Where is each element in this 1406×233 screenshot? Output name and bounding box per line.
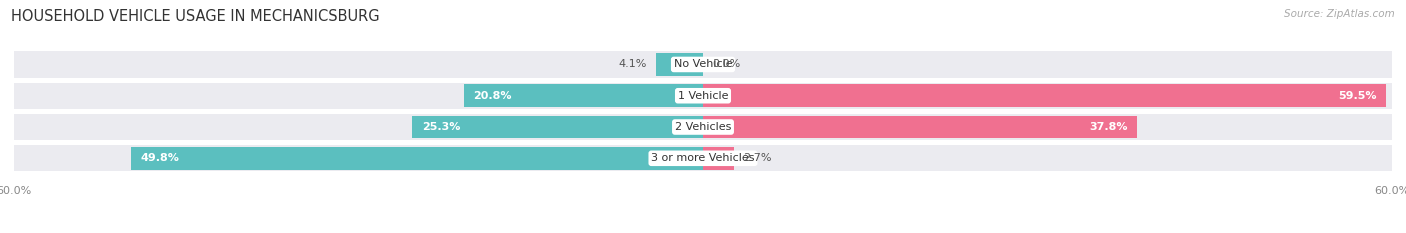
Bar — [657, 53, 703, 76]
Text: 2.7%: 2.7% — [744, 153, 772, 163]
Text: 37.8%: 37.8% — [1090, 122, 1128, 132]
Text: HOUSEHOLD VEHICLE USAGE IN MECHANICSBURG: HOUSEHOLD VEHICLE USAGE IN MECHANICSBURG — [11, 9, 380, 24]
Bar — [464, 85, 703, 107]
Bar — [412, 116, 703, 138]
Text: 4.1%: 4.1% — [619, 59, 647, 69]
Text: 59.5%: 59.5% — [1339, 91, 1376, 101]
Bar — [14, 114, 1392, 140]
Bar — [703, 85, 1386, 107]
Bar — [14, 51, 1392, 78]
Text: 3 or more Vehicles: 3 or more Vehicles — [651, 153, 755, 163]
Text: 25.3%: 25.3% — [422, 122, 460, 132]
Text: 1 Vehicle: 1 Vehicle — [678, 91, 728, 101]
Text: 2 Vehicles: 2 Vehicles — [675, 122, 731, 132]
Text: 20.8%: 20.8% — [474, 91, 512, 101]
Text: 0.0%: 0.0% — [713, 59, 741, 69]
Bar — [14, 82, 1392, 109]
Text: Source: ZipAtlas.com: Source: ZipAtlas.com — [1284, 9, 1395, 19]
Text: No Vehicle: No Vehicle — [673, 59, 733, 69]
Text: 49.8%: 49.8% — [141, 153, 179, 163]
Bar — [131, 147, 703, 170]
Bar — [703, 116, 1137, 138]
Bar — [14, 145, 1392, 171]
Bar — [703, 147, 734, 170]
